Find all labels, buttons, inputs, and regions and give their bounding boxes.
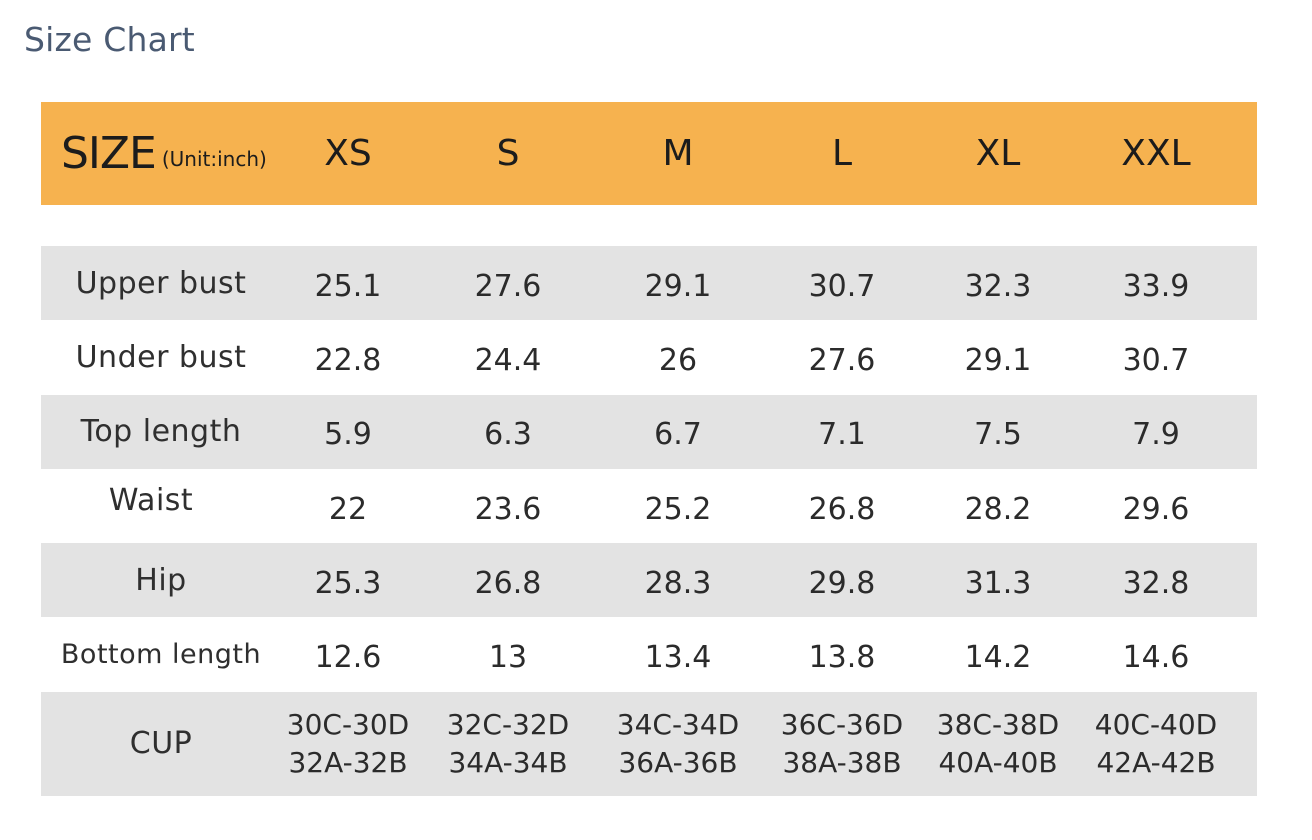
header-spacer	[41, 205, 1257, 246]
size-header-label: SIZE	[61, 128, 157, 179]
table-cell: 28.2	[964, 491, 1032, 527]
table-cell: 29.6	[1122, 491, 1190, 527]
table-row: Hip 25.3 26.8 28.3 29.8 31.3 32.8	[41, 543, 1257, 618]
table-cell: 13	[488, 640, 528, 676]
table-cell: 27.6	[808, 342, 876, 378]
size-column-header: XS	[324, 133, 372, 174]
table-cell: 32.8	[1122, 565, 1190, 601]
row-label: Hip	[135, 562, 187, 598]
cup-value-line: 38C-38D	[936, 707, 1060, 741]
cup-value-line: 40A-40B	[938, 745, 1058, 779]
cup-value-line: 42A-42B	[1096, 745, 1216, 779]
table-cell: 7.9	[1132, 417, 1180, 453]
cup-cell: 38C-38D 40A-40B	[937, 692, 1059, 796]
table-cell: 7.5	[974, 417, 1022, 453]
cup-cell: 30C-30D 32A-32B	[287, 692, 409, 796]
size-chart-table: SIZE (Unit:inch) XS S M L XL XXL Upper b…	[41, 102, 1257, 796]
cup-value-line: 32C-32D	[446, 707, 570, 741]
cup-cell: 34C-34D 36A-36B	[617, 692, 739, 796]
table-cell: 23.6	[474, 491, 542, 527]
cup-value-line: 40C-40D	[1094, 707, 1218, 741]
table-cell: 24.4	[474, 342, 542, 378]
table-cell: 27.6	[474, 268, 542, 304]
table-cell: 13.4	[644, 640, 712, 676]
table-cell: 7.1	[818, 417, 866, 453]
table-cell: 22	[328, 491, 368, 527]
row-label: Under bust	[75, 339, 247, 375]
table-cell: 13.8	[808, 640, 876, 676]
table-cell: 29.1	[964, 342, 1032, 378]
row-label: Upper bust	[75, 265, 247, 301]
size-header-cell: SIZE (Unit:inch)	[61, 102, 301, 205]
table-cell: 14.6	[1122, 640, 1190, 676]
table-cell: 25.3	[314, 565, 382, 601]
row-label: Top length	[80, 414, 242, 450]
table-cell: 6.7	[654, 417, 702, 453]
table-cell: 25.1	[314, 268, 382, 304]
size-column-header: XL	[975, 133, 1021, 174]
table-cell: 5.9	[324, 417, 372, 453]
unit-label: (Unit:inch)	[161, 146, 267, 171]
table-cell: 6.3	[484, 417, 532, 453]
cup-cell: 40C-40D 42A-42B	[1095, 692, 1217, 796]
row-label: CUP	[129, 726, 193, 762]
table-row: Upper bust 25.1 27.6 29.1 30.7 32.3 33.9	[41, 246, 1257, 321]
row-label: Bottom length	[60, 639, 262, 671]
table-cell: 33.9	[1122, 268, 1190, 304]
table-cell: 26	[658, 342, 698, 378]
table-cell: 29.1	[644, 268, 712, 304]
cup-value-line: 38A-38B	[782, 745, 902, 779]
table-row: Waist 22 23.6 25.2 26.8 28.2 29.6	[41, 469, 1257, 543]
cup-value-line: 36A-36B	[618, 745, 738, 779]
cup-value-line: 34C-34D	[616, 707, 740, 741]
size-column-header: S	[496, 133, 520, 174]
size-column-header: L	[831, 133, 853, 174]
cup-cell: 32C-32D 34A-34B	[447, 692, 569, 796]
cup-cell: 36C-36D 38A-38B	[781, 692, 903, 796]
table-cell: 32.3	[964, 268, 1032, 304]
table-cell: 22.8	[314, 342, 382, 378]
cup-value-line: 32A-32B	[288, 745, 408, 779]
table-cell: 30.7	[808, 268, 876, 304]
table-header-row: SIZE (Unit:inch) XS S M L XL XXL	[41, 102, 1257, 205]
table-cell: 29.8	[808, 565, 876, 601]
table-cell: 31.3	[964, 565, 1032, 601]
table-cell: 14.2	[964, 640, 1032, 676]
table-cell: 28.3	[644, 565, 712, 601]
table-row: Bottom length 12.6 13 13.4 13.8 14.2 14.…	[41, 617, 1257, 691]
cup-value-line: 36C-36D	[780, 707, 904, 741]
table-cell: 26.8	[474, 565, 542, 601]
table-cell: 26.8	[808, 491, 876, 527]
table-row: Under bust 22.8 24.4 26 27.6 29.1 30.7	[41, 320, 1257, 394]
size-column-header: XXL	[1121, 133, 1191, 174]
page-title: Size Chart	[24, 20, 195, 59]
table-row: Top length 5.9 6.3 6.7 7.1 7.5 7.9	[41, 394, 1257, 469]
row-label: Waist	[108, 482, 194, 518]
table-cell: 30.7	[1122, 342, 1190, 378]
size-column-header: M	[662, 133, 694, 174]
table-cell: 25.2	[644, 491, 712, 527]
cup-value-line: 34A-34B	[448, 745, 568, 779]
cup-value-line: 30C-30D	[286, 707, 410, 741]
table-row-cup: CUP 30C-30D 32A-32B 32C-32D 34A-34B 34C-…	[41, 691, 1257, 796]
table-cell: 12.6	[314, 640, 382, 676]
